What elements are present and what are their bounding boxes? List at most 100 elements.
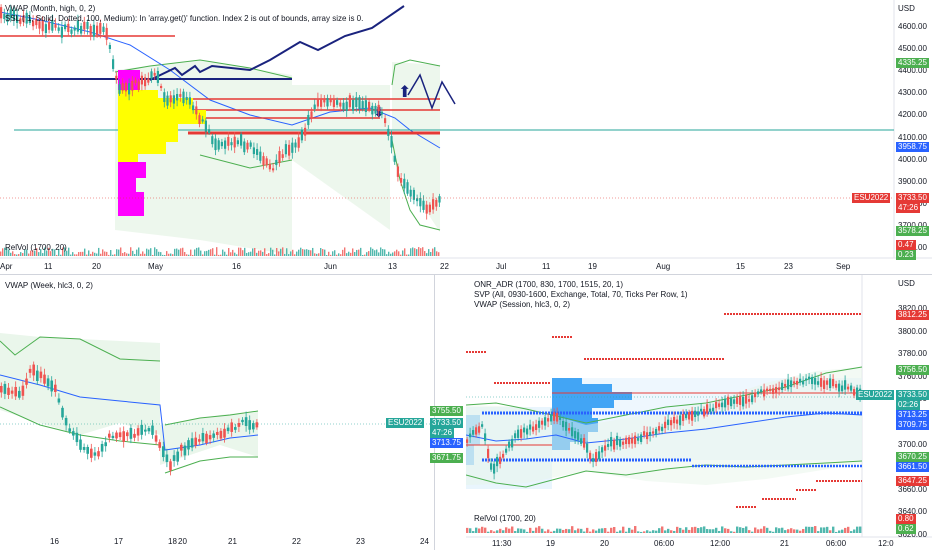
- bottom-right-chart-pane[interactable]: ONR_ADR (1700, 830, 1700, 1515, 20, 1) S…: [466, 275, 932, 550]
- band-upper-tag-br: 3756.50: [896, 365, 929, 375]
- relvol-bar: [270, 247, 272, 256]
- band-upper-tag-bl: 3755.50: [430, 406, 463, 416]
- onr-adr-indicator-label[interactable]: ONR_ADR (1700, 830, 1700, 1515, 20, 1): [474, 280, 623, 289]
- candle: [384, 118, 387, 124]
- relvol-bar: [342, 249, 344, 256]
- relvol-bar: [48, 247, 50, 256]
- relvol-bar: [394, 251, 396, 256]
- relvol-bar: [204, 251, 206, 256]
- candle: [514, 433, 517, 439]
- symbol-tag-top[interactable]: ESU2022: [852, 193, 891, 203]
- relvol-bar: [316, 253, 318, 256]
- candle: [496, 456, 499, 467]
- relvol-label-top[interactable]: RelVol (1700, 20): [5, 243, 67, 252]
- relvol-bar: [372, 248, 374, 256]
- candle: [50, 380, 53, 392]
- vwap-session-indicator-label[interactable]: VWAP (Session, hlc3, 0, 2): [474, 300, 571, 309]
- top-chart-canvas[interactable]: ⬆ ⬇: [0, 0, 932, 274]
- pane-divider-horizontal[interactable]: [0, 274, 932, 275]
- relvol-bar: [268, 253, 270, 256]
- relvol-bar: [538, 526, 541, 533]
- axis-tick-label: 13: [388, 262, 397, 271]
- candle: [508, 441, 511, 448]
- relvol-bar: [336, 254, 338, 256]
- relvol-bar: [72, 252, 74, 256]
- relvol-bar: [490, 530, 493, 533]
- relvol-bar: [12, 251, 14, 256]
- relvol-bar: [154, 247, 156, 256]
- relvol-bar: [98, 247, 100, 256]
- candle: [3, 13, 6, 20]
- candle: [35, 19, 38, 26]
- symbol-tag-bl[interactable]: ESU2022: [386, 418, 425, 428]
- candle: [841, 385, 844, 392]
- relvol-bar: [370, 247, 372, 256]
- relvol-bar: [706, 529, 709, 533]
- candle: [169, 95, 172, 103]
- candle: [550, 414, 553, 422]
- bottom-left-chart-pane[interactable]: VWAP (Week, hlc3, 0, 2) ESU2022 16 17 18 20…: [0, 275, 434, 550]
- relvol-bar: [562, 529, 565, 533]
- candle: [169, 461, 172, 471]
- relvol-bar: [136, 249, 138, 256]
- candle: [682, 413, 685, 421]
- axis-tick-label: 4000.00: [898, 154, 927, 164]
- candle: [128, 83, 131, 95]
- last-price-tag-bl: 3733.50: [430, 418, 463, 428]
- vwap-week-indicator-label[interactable]: VWAP (Week, hlc3, 0, 2): [5, 281, 93, 290]
- y-axis-unit-br-right: USD: [898, 279, 915, 288]
- candle: [188, 97, 191, 105]
- candle: [607, 443, 610, 447]
- relvol-bar: [36, 248, 38, 256]
- relvol-bar: [526, 531, 529, 533]
- vwap-month-indicator-label[interactable]: VWAP (Month, high, 0, 2): [5, 4, 96, 13]
- relvol-bar: [20, 252, 22, 256]
- relvol-bar: [646, 530, 649, 533]
- relvol-bar: [640, 531, 643, 533]
- relvol-bar: [340, 254, 342, 256]
- candle: [21, 385, 25, 396]
- symbol-tag-br[interactable]: ESU2022: [856, 390, 895, 400]
- relvol-bar: [132, 250, 134, 256]
- top-chart-pane[interactable]: ⬆ ⬇ VWAP (Month, high, 0, 2) SSL ( 1, So…: [0, 0, 932, 274]
- candle: [198, 115, 201, 125]
- candle: [724, 398, 727, 408]
- relvol-bar: [282, 247, 284, 256]
- relvol-bar: [790, 528, 793, 533]
- candle: [589, 452, 592, 460]
- relvol-bar: [108, 254, 110, 256]
- candle: [180, 444, 183, 451]
- candle: [364, 100, 367, 112]
- candle: [99, 22, 102, 34]
- candle: [505, 448, 508, 453]
- candle: [601, 447, 604, 453]
- relvol-bar: [388, 251, 390, 256]
- candle: [79, 439, 82, 450]
- candle: [144, 77, 147, 87]
- relvol-bar: [160, 252, 162, 256]
- bottom-left-chart-canvas[interactable]: [0, 275, 434, 550]
- candle: [400, 177, 403, 183]
- relvol-bar: [272, 249, 274, 256]
- relvol-bar: [266, 254, 268, 256]
- candle: [102, 26, 105, 33]
- relvol-bar: [0, 251, 2, 256]
- candle: [694, 410, 697, 417]
- candle: [182, 91, 185, 104]
- candle: [625, 437, 628, 444]
- relvol-bar: [212, 248, 214, 256]
- relvol-bar: [811, 526, 814, 533]
- bottom-right-chart-canvas[interactable]: [466, 275, 932, 550]
- candle: [481, 424, 484, 427]
- relvol-bar: [390, 253, 392, 256]
- relvol-bar: [727, 528, 730, 533]
- relvol-bar: [360, 247, 362, 256]
- candle: [619, 439, 622, 447]
- svp-indicator-label[interactable]: SVP (All, 0930-1600, Exchange, Total, 70…: [474, 290, 688, 299]
- candle: [676, 419, 679, 424]
- relvol-bar: [194, 249, 196, 256]
- ssl-error-label[interactable]: SSL ( 1, Solid, Dotted, 100, Medium): In…: [5, 14, 363, 23]
- relvol-bar: [469, 528, 472, 533]
- relvol-label-br[interactable]: RelVol (1700, 20): [474, 514, 536, 523]
- candle: [217, 140, 220, 150]
